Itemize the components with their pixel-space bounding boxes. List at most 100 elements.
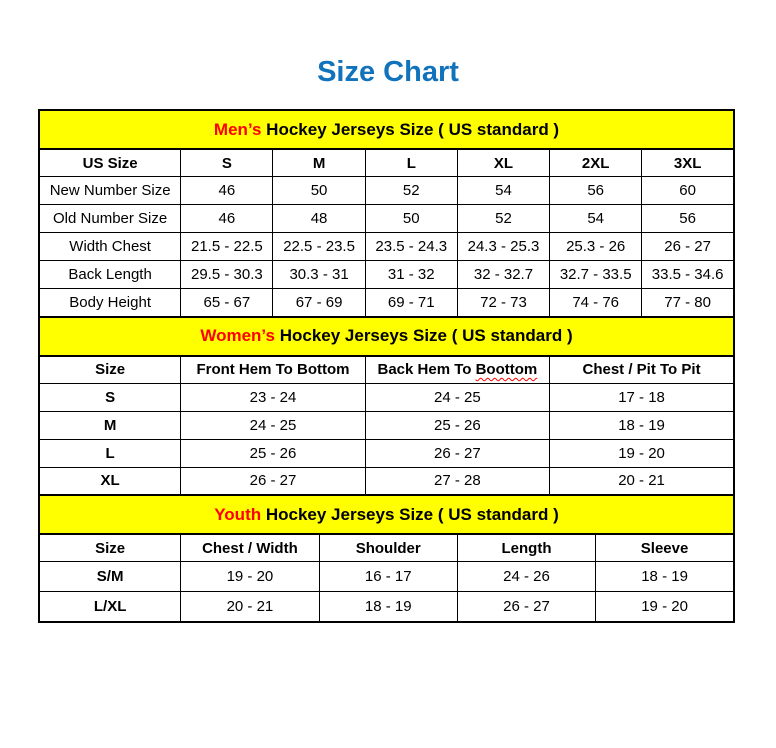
size-value-cell: 24 - 26	[456, 561, 597, 592]
size-value-cell: 77 - 80	[641, 288, 735, 317]
size-value-cell: 56	[641, 204, 735, 233]
size-value-cell: 67 - 69	[272, 288, 366, 317]
size-value-cell: 26 - 27	[364, 438, 551, 468]
womens-banner-highlight: Women’s	[200, 326, 275, 345]
womens-banner-rest: Hockey Jerseys Size ( US standard )	[274, 326, 573, 345]
size-value-cell: 18 - 19	[549, 410, 735, 440]
row-label-cell: L/XL	[38, 591, 182, 622]
youth-banner-highlight: Youth	[214, 504, 262, 524]
size-value-cell: 24 - 25	[364, 382, 551, 412]
table-row: Old Number Size 46 48 50 52 54 56	[38, 204, 735, 233]
size-value-cell: 72 - 73	[456, 288, 551, 317]
womens-banner-title: Women’s Hockey Jerseys Size ( US standar…	[38, 315, 735, 357]
size-value-cell: 19 - 20	[595, 591, 735, 622]
size-chart-page: Size Chart Men’s Hockey Jerseys Size ( U…	[0, 56, 776, 623]
table-row: Body Height 65 - 67 67 - 69 69 - 71 72 - 73 7…	[38, 288, 735, 317]
row-label-cell: S/M	[38, 561, 182, 592]
youth-table-body: S/M 19 - 20 16 - 17 24 - 26 18 - 19 L/XL 20 - …	[38, 561, 735, 622]
table-row: S/M 19 - 20 16 - 17 24 - 26 18 - 19	[38, 561, 735, 592]
size-value-cell: 46	[180, 204, 274, 233]
size-value-cell: 23.5 - 24.3	[364, 232, 458, 261]
column-header: Size	[38, 533, 182, 562]
size-value-cell: 30.3 - 31	[272, 260, 366, 289]
row-label-cell: New Number Size	[38, 176, 182, 205]
table-row: L 25 - 26 26 - 27 19 - 20	[38, 438, 735, 468]
row-label-cell: Width Chest	[38, 232, 182, 261]
youth-size-table: Youth Hockey Jerseys Size ( US standard …	[38, 494, 735, 623]
size-value-cell: 18 - 19	[318, 591, 458, 622]
size-tables: Men’s Hockey Jerseys Size ( US standard …	[38, 109, 735, 623]
size-value-cell: 17 - 18	[549, 382, 735, 412]
size-value-cell: 22.5 - 23.5	[272, 232, 366, 261]
womens-column-header-row: Size Front Hem To Bottom Back Hem To Boott…	[38, 355, 735, 384]
column-header: Shoulder	[318, 533, 458, 562]
misspelled-word: Boottom	[475, 361, 538, 378]
size-value-cell: 56	[549, 176, 643, 205]
page-title: Size Chart	[317, 56, 459, 88]
row-label-cell: Back Length	[38, 260, 182, 289]
column-header: L	[364, 148, 458, 177]
column-header: M	[272, 148, 366, 177]
row-label-cell: Old Number Size	[38, 204, 182, 233]
table-row: XL 26 - 27 27 - 28 20 - 21	[38, 466, 735, 496]
youth-banner: Youth Hockey Jerseys Size ( US standard …	[38, 494, 735, 535]
column-header: XL	[456, 148, 551, 177]
column-header: Front Hem To Bottom	[180, 355, 366, 384]
size-value-cell: 19 - 20	[549, 438, 735, 468]
size-value-cell: 29.5 - 30.3	[180, 260, 274, 289]
size-value-cell: 54	[549, 204, 643, 233]
column-header: Chest / Width	[180, 533, 320, 562]
size-value-cell: 25 - 26	[180, 438, 366, 468]
mens-column-header-row: US Size S M L XL 2XL 3XL	[38, 148, 735, 177]
column-header: US Size	[38, 148, 182, 177]
size-value-cell: 33.5 - 34.6	[641, 260, 735, 289]
row-label-cell: S	[38, 382, 182, 412]
column-header: Length	[456, 533, 597, 562]
size-value-cell: 23 - 24	[180, 382, 366, 412]
size-value-cell: 69 - 71	[364, 288, 458, 317]
row-label-cell: Body Height	[38, 288, 182, 317]
column-header-text: Back Hem To	[377, 361, 476, 378]
mens-table-body: New Number Size 46 50 52 54 56 60 Old Number Si…	[38, 176, 735, 317]
size-value-cell: 60	[641, 176, 735, 205]
size-value-cell: 31 - 32	[364, 260, 458, 289]
size-value-cell: 24 - 25	[180, 410, 366, 440]
size-value-cell: 20 - 21	[180, 591, 320, 622]
youth-banner-rest: Hockey Jerseys Size ( US standard )	[261, 504, 559, 524]
mens-banner: Men’s Hockey Jerseys Size ( US standard …	[38, 109, 735, 150]
youth-banner-title: Youth Hockey Jerseys Size ( US standard …	[38, 494, 735, 535]
column-header: Size	[38, 355, 182, 384]
size-value-cell: 16 - 17	[318, 561, 458, 592]
column-header: 3XL	[641, 148, 735, 177]
size-value-cell: 48	[272, 204, 366, 233]
mens-banner-rest: Hockey Jerseys Size ( US standard )	[261, 119, 560, 139]
womens-table-body: S 23 - 24 24 - 25 17 - 18 M 24 - 25 25 - 26 18 …	[38, 382, 735, 496]
table-row: Width Chest 21.5 - 22.5 22.5 - 23.5 23.5 - …	[38, 232, 735, 261]
column-header: Sleeve	[595, 533, 735, 562]
size-value-cell: 32.7 - 33.5	[549, 260, 643, 289]
table-row: M 24 - 25 25 - 26 18 - 19	[38, 410, 735, 440]
size-value-cell: 52	[456, 204, 551, 233]
column-header: Back Hem To Boottom	[364, 355, 551, 384]
size-value-cell: 26 - 27	[456, 591, 597, 622]
size-value-cell: 25 - 26	[364, 410, 551, 440]
mens-banner-title: Men’s Hockey Jerseys Size ( US standard …	[38, 109, 735, 150]
womens-size-table: Women’s Hockey Jerseys Size ( US standar…	[38, 315, 735, 496]
size-value-cell: 52	[364, 176, 458, 205]
size-value-cell: 32 - 32.7	[456, 260, 551, 289]
size-value-cell: 18 - 19	[595, 561, 735, 592]
size-value-cell: 50	[272, 176, 366, 205]
column-header: Chest / Pit To Pit	[549, 355, 735, 384]
mens-size-table: Men’s Hockey Jerseys Size ( US standard …	[38, 109, 735, 318]
size-value-cell: 20 - 21	[549, 466, 735, 496]
size-value-cell: 65 - 67	[180, 288, 274, 317]
size-value-cell: 26 - 27	[641, 232, 735, 261]
mens-banner-highlight: Men’s	[213, 119, 262, 139]
row-label-cell: M	[38, 410, 182, 440]
size-value-cell: 21.5 - 22.5	[180, 232, 274, 261]
table-row: New Number Size 46 50 52 54 56 60	[38, 176, 735, 205]
womens-banner: Women’s Hockey Jerseys Size ( US standar…	[38, 315, 735, 357]
table-row: S 23 - 24 24 - 25 17 - 18	[38, 382, 735, 412]
size-value-cell: 54	[456, 176, 551, 205]
size-value-cell: 74 - 76	[549, 288, 643, 317]
